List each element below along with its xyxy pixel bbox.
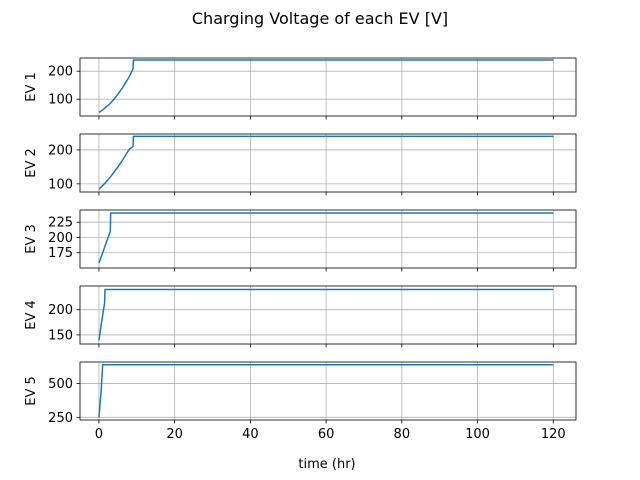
subplot-ev-2: 100 200 EV 2 bbox=[24, 133, 577, 196]
y-axis-label-ev-3: EV 3 bbox=[24, 224, 39, 254]
subplot-ev-1: 100 200 EV 1 bbox=[24, 57, 577, 120]
x-tick-label: 20 bbox=[166, 427, 183, 442]
y-tick-label: 225 bbox=[48, 216, 73, 231]
x-tick-label: 80 bbox=[394, 427, 411, 442]
axes-frame bbox=[79, 361, 577, 421]
axes-frame bbox=[79, 57, 577, 117]
subplot-ev-4: 150 200 EV 4 bbox=[24, 285, 577, 348]
axes-frame bbox=[79, 133, 577, 193]
series-line-ev-5 bbox=[98, 363, 554, 418]
y-axis-label-ev-4: EV 4 bbox=[24, 300, 39, 330]
axes-frame bbox=[79, 285, 577, 345]
series-line-ev-4 bbox=[98, 288, 554, 341]
subplot-ev-5: 250 500 0 20 40 60 80 100 120 EV 5 bbox=[24, 361, 577, 442]
y-tick-label: 200 bbox=[48, 65, 73, 80]
series-line-ev-3 bbox=[98, 212, 554, 264]
y-axis-label-ev-2: EV 2 bbox=[24, 148, 39, 178]
y-tick-label: 100 bbox=[48, 177, 73, 192]
axes-frame bbox=[79, 209, 577, 269]
y-tick-label: 150 bbox=[48, 328, 73, 343]
y-tick-label: 200 bbox=[48, 303, 73, 318]
y-tick-label: 500 bbox=[48, 377, 73, 392]
series-line-ev-1 bbox=[98, 59, 554, 113]
x-tick-label: 60 bbox=[318, 427, 335, 442]
x-tick-label: 100 bbox=[465, 427, 490, 442]
chart-title: Charging Voltage of each EV [V] bbox=[192, 9, 448, 28]
x-tick-label: 0 bbox=[95, 427, 103, 442]
x-axis-label: time (hr) bbox=[298, 457, 355, 472]
y-tick-label: 200 bbox=[48, 143, 73, 158]
y-axis-label-ev-1: EV 1 bbox=[24, 72, 39, 102]
series-line-ev-2 bbox=[98, 135, 554, 190]
y-tick-label: 250 bbox=[48, 411, 73, 426]
y-tick-label: 175 bbox=[48, 246, 73, 261]
y-tick-label: 200 bbox=[48, 231, 73, 246]
x-tick-label: 120 bbox=[541, 427, 566, 442]
x-tick-label: 40 bbox=[242, 427, 259, 442]
y-tick-label: 100 bbox=[48, 93, 73, 108]
y-axis-label-ev-5: EV 5 bbox=[24, 376, 39, 406]
